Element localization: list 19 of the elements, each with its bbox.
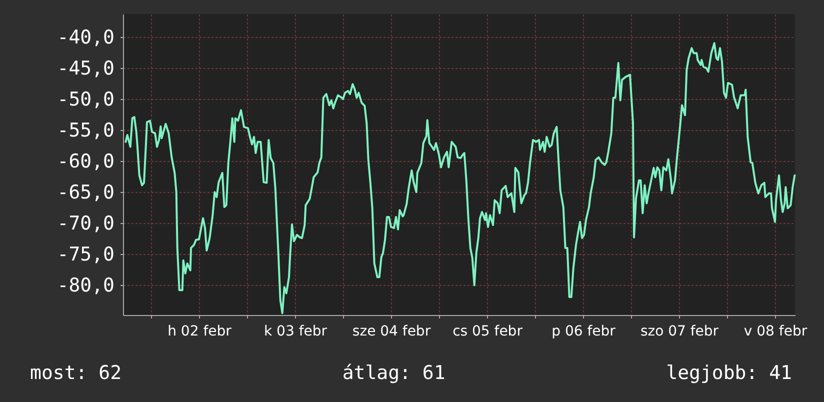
y-tick-label: -40,0 [57,26,114,48]
y-tick-label: -75,0 [57,244,114,266]
x-tick-label: szo 07 febr [640,324,719,340]
text: legjobb: 41 [666,362,792,384]
y-tick-label: -50,0 [57,88,114,111]
text: most: 62 [30,362,122,384]
y-tick-label: -80,0 [57,274,114,297]
y-tick-label: -70,0 [57,212,114,235]
x-tick-label: p 06 febr [552,324,616,340]
y-tick-label: -45,0 [57,57,114,80]
x-tick-label: sze 04 febr [352,324,431,340]
y-tick-label: -65,0 [57,182,114,204]
y-tick-label: -60,0 [57,150,114,173]
x-tick-label: cs 05 febr [452,324,523,340]
x-tick-label: h 02 febr [168,324,232,340]
x-tick-label: v 08 febr [744,324,808,340]
text: átlag: 61 [342,362,446,384]
x-tick-label: k 03 febr [264,324,328,340]
y-tick-label: -55,0 [57,120,114,142]
